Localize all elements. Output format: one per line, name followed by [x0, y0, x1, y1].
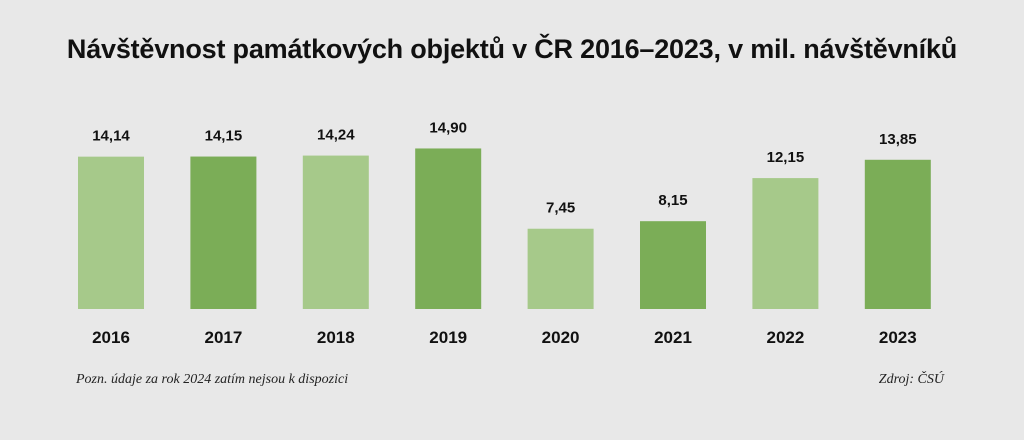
bar-2017: [190, 156, 257, 309]
category-label-2016: 2016: [92, 328, 130, 347]
value-label-2016: 14,14: [92, 128, 130, 145]
bar-2016: [78, 156, 144, 309]
value-label-2017: 14,15: [205, 128, 243, 145]
category-label-2023: 2023: [879, 328, 917, 347]
footnote: Pozn. údaje za rok 2024 zatím nejsou k d…: [76, 372, 349, 387]
value-label-2021: 8,15: [658, 192, 687, 209]
source-credit: Zdroj: ČSÚ: [878, 372, 944, 387]
value-label-2018: 14,24: [317, 127, 355, 144]
chart-title: Návštěvnost památkových objektů v ČR 201…: [66, 34, 958, 64]
category-label-2021: 2021: [654, 328, 692, 347]
bar-2023: [864, 159, 931, 309]
category-label-2019: 2019: [429, 328, 467, 347]
value-label-2022: 12,15: [767, 149, 805, 166]
value-label-2020: 7,45: [546, 200, 575, 217]
bar-2020: [527, 228, 594, 309]
value-label-2019: 14,90: [429, 119, 467, 136]
bar-2018: [302, 155, 369, 309]
category-label-2022: 2022: [766, 328, 804, 347]
bar-2022: [752, 178, 819, 309]
category-label-2020: 2020: [542, 328, 580, 347]
category-label-2018: 2018: [317, 328, 355, 347]
value-label-2023: 13,85: [879, 131, 917, 148]
category-label-2017: 2017: [204, 328, 242, 347]
bar-2019: [415, 148, 482, 309]
bar-2021: [640, 221, 706, 309]
